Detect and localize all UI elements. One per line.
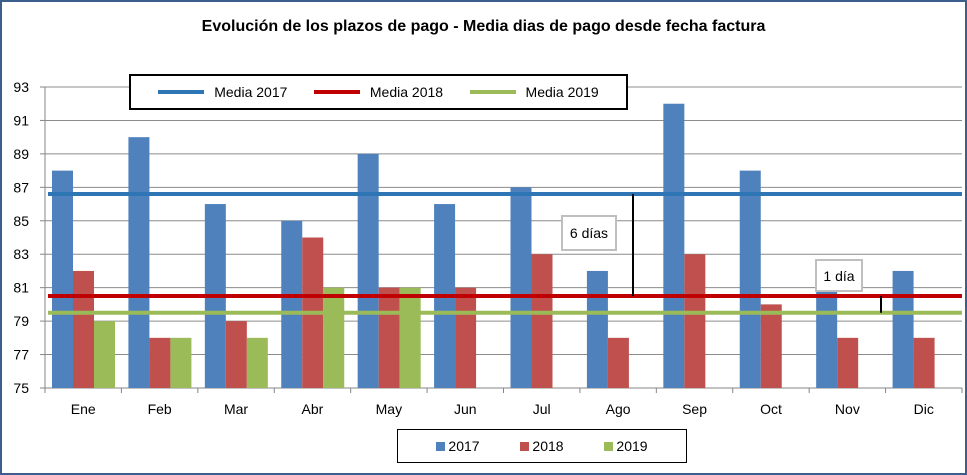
legend-item-media-2019: Media 2019 xyxy=(469,84,599,100)
legend-item-media-2017: Media 2017 xyxy=(158,84,287,100)
y-tick-label: 75 xyxy=(13,380,29,396)
legend-swatch xyxy=(313,90,360,94)
bar-2019-Ene xyxy=(94,321,115,388)
legend-reference-lines: Media 2017 Media 2018 Media 2019 xyxy=(129,74,628,110)
bar-2019-Feb xyxy=(170,337,192,388)
x-tick-label: Ago xyxy=(606,401,631,417)
legend-series: 2017 2018 2019 xyxy=(397,429,687,463)
x-tick-label: Jul xyxy=(533,401,551,417)
legend-label: 2017 xyxy=(448,438,480,454)
legend-item-media-2018: Media 2018 xyxy=(313,84,444,100)
x-tick-label: May xyxy=(376,401,402,417)
legend-swatch xyxy=(469,90,516,94)
y-tick-label: 83 xyxy=(13,246,29,262)
bar-2018-Jun xyxy=(455,287,477,388)
bar-2018-Oct xyxy=(760,304,782,388)
y-tick-label: 79 xyxy=(13,313,29,329)
bar-2018-Dic xyxy=(913,337,935,388)
bar-2018-Ene xyxy=(73,270,94,388)
y-tick-label: 93 xyxy=(13,79,29,95)
x-tick-label: Nov xyxy=(835,401,860,417)
annotation-1-dia: 1 día xyxy=(815,259,863,292)
bar-2019-Mar xyxy=(246,337,268,388)
bar-2018-Nov xyxy=(837,337,859,388)
legend-swatch xyxy=(520,441,530,451)
legend-item-2018: 2018 xyxy=(520,438,564,454)
legend-label: Media 2017 xyxy=(214,84,288,100)
bar-2017-Nov xyxy=(816,287,838,388)
x-tick-label: Oct xyxy=(760,401,782,417)
x-tick-label: Abr xyxy=(302,401,324,417)
bar-2019-May xyxy=(399,287,421,388)
x-tick-label: Mar xyxy=(224,401,248,417)
legend-item-2019: 2019 xyxy=(604,438,648,454)
bar-2017-May xyxy=(357,153,379,388)
bar-2017-Abr xyxy=(281,220,303,388)
y-tick-label: 91 xyxy=(13,112,29,128)
bar-2017-Dic xyxy=(892,270,914,388)
y-tick-label: 85 xyxy=(13,213,29,229)
legend-label: 2018 xyxy=(532,438,564,454)
chart-title: Evolución de los plazos de pago - Media … xyxy=(201,18,766,35)
annotation-6-dias: 6 días xyxy=(561,215,617,251)
x-tick-label: Dic xyxy=(914,401,934,417)
legend-label: Media 2018 xyxy=(369,84,444,100)
bar-2018-Jul xyxy=(531,254,553,388)
bar-2018-Mar xyxy=(225,321,247,388)
bar-2017-Ene xyxy=(52,170,73,388)
bar-2017-Ago xyxy=(586,270,608,388)
y-tick-label: 81 xyxy=(13,280,29,296)
bar-2018-May xyxy=(378,287,400,388)
bar-2017-Oct xyxy=(739,170,761,388)
x-tick-label: Ene xyxy=(71,401,96,417)
legend-swatch xyxy=(436,441,446,451)
y-tick-label: 77 xyxy=(13,347,29,363)
y-tick-label: 87 xyxy=(13,179,29,195)
bar-2017-Sep xyxy=(663,103,685,388)
bar-2018-Sep xyxy=(684,254,706,388)
legend-label: Media 2019 xyxy=(525,84,599,100)
x-tick-label: Sep xyxy=(682,401,707,417)
legend-item-2017: 2017 xyxy=(436,438,480,454)
y-tick-label: 89 xyxy=(13,146,29,162)
bar-2019-Abr xyxy=(323,287,345,388)
legend-swatch xyxy=(604,441,614,451)
legend-label: 2019 xyxy=(616,438,648,454)
legend-swatch xyxy=(158,90,205,94)
bar-2018-Ago xyxy=(607,337,629,388)
bar-2017-Feb xyxy=(128,137,150,388)
x-tick-label: Jun xyxy=(454,401,477,417)
bar-2017-Jul xyxy=(510,187,532,388)
bar-2018-Feb xyxy=(149,337,171,388)
x-tick-label: Feb xyxy=(148,401,172,417)
